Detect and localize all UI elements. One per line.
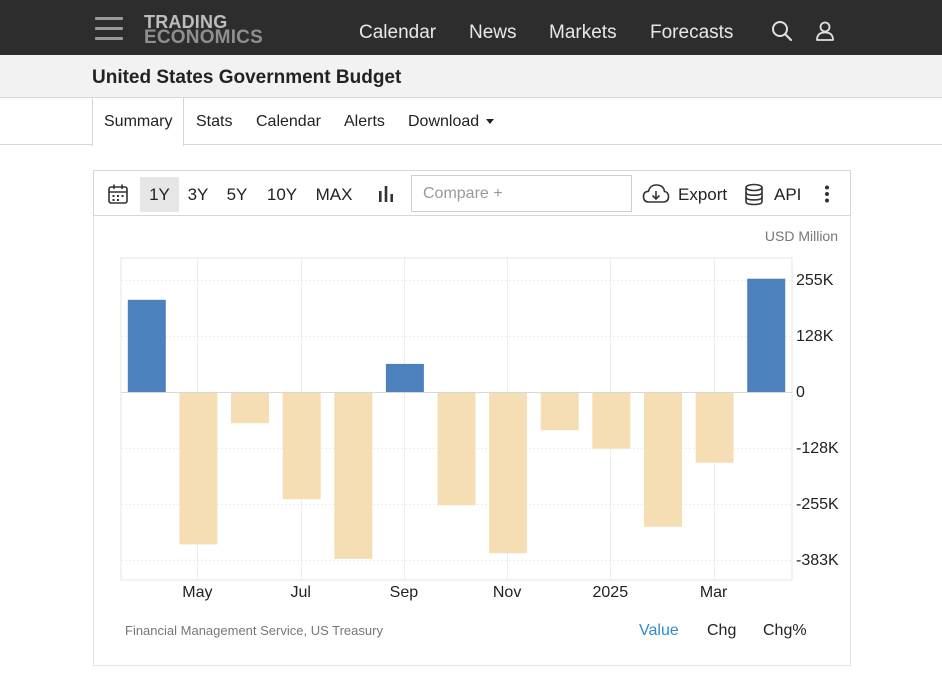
bar-2025-03: [695, 392, 734, 463]
chart-toolbar: 1Y 3Y 5Y 10Y MAX Export API: [93, 170, 851, 216]
range-3y-button[interactable]: 3Y: [187, 185, 209, 204]
bar-chart: 255K 128K 0 -128K -255K -383K May Jul Sep Nov 2025…: [120, 257, 839, 601]
export-button[interactable]: Export: [678, 185, 728, 204]
tab-summary[interactable]: Summary: [92, 98, 185, 146]
range-max-button[interactable]: MAX: [315, 185, 353, 204]
view-chg-button[interactable]: Chg: [707, 622, 737, 639]
bar-2024-07: [282, 392, 321, 500]
search-icon[interactable]: [771, 20, 793, 42]
x-tick-label: Mar: [700, 584, 728, 601]
bar-chart-type-icon[interactable]: [377, 185, 395, 203]
bar-2024-10: [437, 392, 476, 506]
bar-2025-04: [747, 278, 786, 392]
x-tick-label: Sep: [390, 584, 419, 601]
page-title-bar: United States Government Budget: [0, 55, 942, 98]
bar-2025-02: [644, 392, 682, 527]
trading-economics-logo[interactable]: TRADING ECONOMICS: [144, 12, 263, 48]
compare-input[interactable]: [411, 175, 632, 212]
calendar-icon[interactable]: [107, 183, 129, 205]
tab-alerts[interactable]: Alerts: [344, 113, 385, 130]
logo-line-2: ECONOMICS: [144, 27, 263, 48]
x-tick-label: Nov: [493, 584, 521, 601]
range-1y-button[interactable]: 1Y: [140, 177, 179, 212]
page-title: United States Government Budget: [92, 67, 402, 88]
chart-source[interactable]: Financial Management Service, US Treasur…: [125, 623, 383, 638]
tab-calendar[interactable]: Calendar: [256, 113, 321, 130]
caret-down-icon: [486, 119, 495, 125]
api-button[interactable]: API: [774, 185, 802, 204]
logo-line-1: TRADING: [144, 12, 228, 32]
x-tick-label: Jul: [290, 584, 310, 601]
y-tick-label: 255K: [796, 272, 834, 289]
bar-2024-11: [489, 392, 528, 554]
bar-2025-01: [592, 392, 631, 449]
x-tick-label: May: [182, 584, 212, 601]
chart-unit-label: USD Million: [764, 228, 838, 244]
database-icon[interactable]: [744, 183, 764, 206]
bar-2024-12: [540, 392, 579, 431]
range-10y-button[interactable]: 10Y: [266, 185, 298, 204]
y-tick-label: -128K: [796, 440, 839, 457]
bar-2024-09: [385, 363, 424, 392]
bar-2024-06: [231, 392, 269, 424]
tab-download-label: Download: [408, 113, 480, 130]
range-5y-button[interactable]: 5Y: [226, 185, 248, 204]
nav-calendar[interactable]: Calendar: [359, 22, 437, 43]
bar-2024-05: [179, 392, 218, 545]
tabs-bar: Summary Stats Calendar Alerts Download: [0, 98, 942, 146]
y-tick-label: -383K: [796, 552, 839, 569]
top-navigation-bar: TRADING ECONOMICS Calendar News Markets …: [0, 0, 942, 55]
x-tick-label: 2025: [593, 584, 629, 601]
chart-card: [93, 170, 851, 666]
tab-stats[interactable]: Stats: [196, 113, 233, 130]
nav-markets[interactable]: Markets: [549, 22, 617, 43]
bar-2024-08: [334, 392, 373, 559]
cloud-download-icon[interactable]: [642, 183, 670, 205]
user-icon[interactable]: [814, 20, 836, 42]
y-tick-label: 128K: [796, 328, 834, 345]
y-tick-label: 0: [796, 384, 805, 401]
plot-frame: [120, 257, 793, 581]
y-tick-label: -255K: [796, 496, 839, 513]
nav-forecasts[interactable]: Forecasts: [650, 22, 734, 43]
bar-2024-04: [127, 299, 166, 392]
nav-news[interactable]: News: [469, 22, 517, 43]
tab-download[interactable]: Download: [408, 98, 495, 145]
more-options-icon[interactable]: [823, 185, 831, 203]
view-value-button[interactable]: Value: [639, 622, 679, 639]
view-chg-percent-button[interactable]: Chg%: [763, 622, 807, 639]
menu-icon[interactable]: [95, 17, 123, 41]
